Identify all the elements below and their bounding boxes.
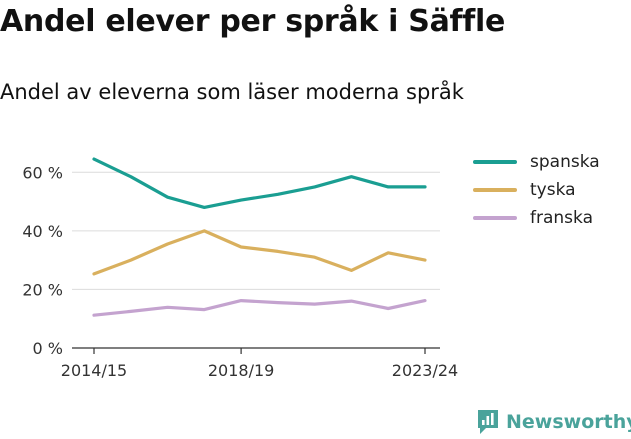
series-lines: [92, 157, 427, 317]
brand-name: Newsworthy: [506, 411, 631, 433]
y-tick-label: 60 %: [22, 163, 63, 182]
legend-label: tyska: [530, 180, 576, 200]
legend-item-spanska: spanska: [473, 148, 600, 176]
x-tick-label: 2014/15: [61, 361, 127, 380]
newsworthy-brand: Newsworthy: [476, 408, 631, 436]
legend-swatch: [473, 188, 517, 192]
series-line-tyska: [92, 229, 427, 276]
series-line-franska: [92, 299, 427, 317]
y-axis-ticks: 0 % 20 % 40 % 60 %: [22, 163, 63, 358]
legend-item-franska: franska: [473, 204, 600, 232]
newsworthy-logo-icon: [478, 410, 498, 434]
chart-title: Andel elever per språk i Säffle: [0, 4, 506, 39]
chart-subtitle: Andel av eleverna som läser moderna språ…: [0, 80, 464, 104]
legend-swatch: [473, 160, 517, 164]
legend-label: spanska: [530, 152, 600, 172]
legend-label: franska: [530, 208, 593, 228]
x-tick-label: 2023/24: [392, 361, 458, 380]
y-tick-label: 20 %: [22, 280, 63, 299]
x-tick-label: 2018/19: [208, 361, 274, 380]
y-tick-label: 0 %: [33, 339, 63, 358]
x-axis: 2014/15 2018/19 2023/24: [61, 347, 458, 380]
legend: spanska tyska franska: [473, 148, 600, 232]
y-tick-label: 40 %: [22, 222, 63, 241]
gridlines: [72, 171, 440, 290]
legend-item-tyska: tyska: [473, 176, 600, 204]
legend-swatch: [473, 216, 517, 220]
series-line-spanska: [92, 157, 427, 209]
